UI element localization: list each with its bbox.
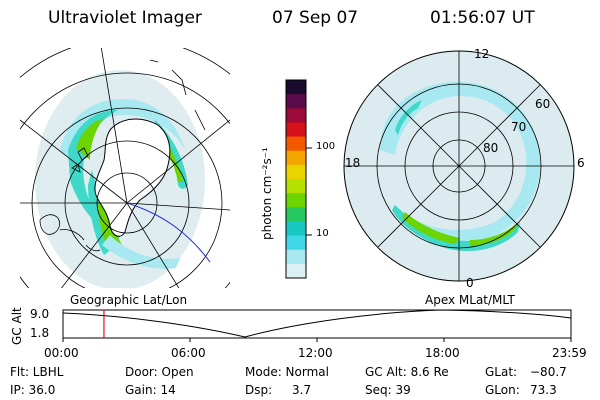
colorbar-segment [286, 193, 306, 208]
colorbar-tick-10: 10 [316, 228, 329, 239]
glat-value: −80.7 [530, 365, 567, 379]
timeline-y-tick-top: 9.0 [30, 307, 50, 321]
door-info: Door: Open [125, 365, 194, 379]
polar-grid [343, 50, 575, 282]
mlat-label-60: 60 [535, 97, 551, 111]
colorbar-segment [286, 136, 306, 152]
altitude-curve [62, 309, 572, 338]
timeline-y-tick-bottom: 1.8 [30, 326, 50, 340]
timeline-x-tick-2359: 23:59 [552, 346, 587, 360]
instrument-title: Ultraviolet Imager [48, 8, 202, 28]
timeline-plot [62, 309, 572, 342]
timeline-x-tick-1200: 12:00 [298, 346, 333, 360]
dsp-value: 3.7 [292, 383, 312, 397]
colorbar [286, 80, 306, 279]
date-label: 07 Sep 07 [272, 8, 359, 28]
colorbar-segment [286, 235, 306, 251]
gain-info: Gain: 14 [125, 383, 176, 397]
colorbar-segment [286, 80, 306, 95]
colorbar-segment [286, 249, 306, 265]
mlat-label-70: 70 [511, 120, 527, 134]
colorbar-frame [285, 79, 307, 279]
time-label: 01:56:07 UT [430, 8, 535, 28]
seq-info: Seq: 39 [365, 383, 411, 397]
geographic-map [20, 48, 230, 288]
glat-label: GLat: [485, 365, 518, 379]
timeline-x-tick-1800: 18:00 [425, 346, 460, 360]
mlt-label-18: 18 [345, 156, 361, 170]
ip-info: IP: 36.0 [10, 383, 56, 397]
gc-alt-info: GC Alt: 8.6 Re [365, 365, 449, 379]
glon-value: 73.3 [530, 383, 557, 397]
geographic-caption: Geographic Lat/Lon [70, 293, 188, 307]
mlat-label-80: 80 [483, 141, 499, 155]
colorbar-tick-100: 100 [316, 141, 336, 152]
colorbar-segment [286, 150, 306, 166]
colorbar-segment [286, 94, 306, 109]
timeline-y-label: GC Alt [10, 307, 24, 345]
colorbar-segment [286, 179, 306, 194]
dsp-label: Dsp: [245, 383, 273, 397]
colorbar-segment [286, 164, 306, 180]
timeline-x-tick-0600: 06:00 [171, 346, 206, 360]
colorbar-segment [286, 221, 306, 237]
colorbar-segment [286, 207, 306, 222]
apex-caption: Apex MLat/MLT [425, 293, 515, 307]
mlt-label-12: 12 [474, 47, 490, 61]
mlt-label-0: 0 [466, 276, 474, 290]
timeline-x-tick-0000: 00:00 [44, 346, 79, 360]
filter-info: Flt: LBHL [10, 365, 64, 379]
colorbar-segment [286, 122, 306, 138]
glon-label: GLon: [485, 383, 520, 397]
colorbar-unit: photon cm⁻²s⁻¹ [260, 147, 274, 240]
mode-info: Mode: Normal [245, 365, 329, 379]
colorbar-segment [286, 263, 306, 279]
mlt-label-6: 6 [577, 156, 585, 170]
colorbar-segment [286, 108, 306, 123]
